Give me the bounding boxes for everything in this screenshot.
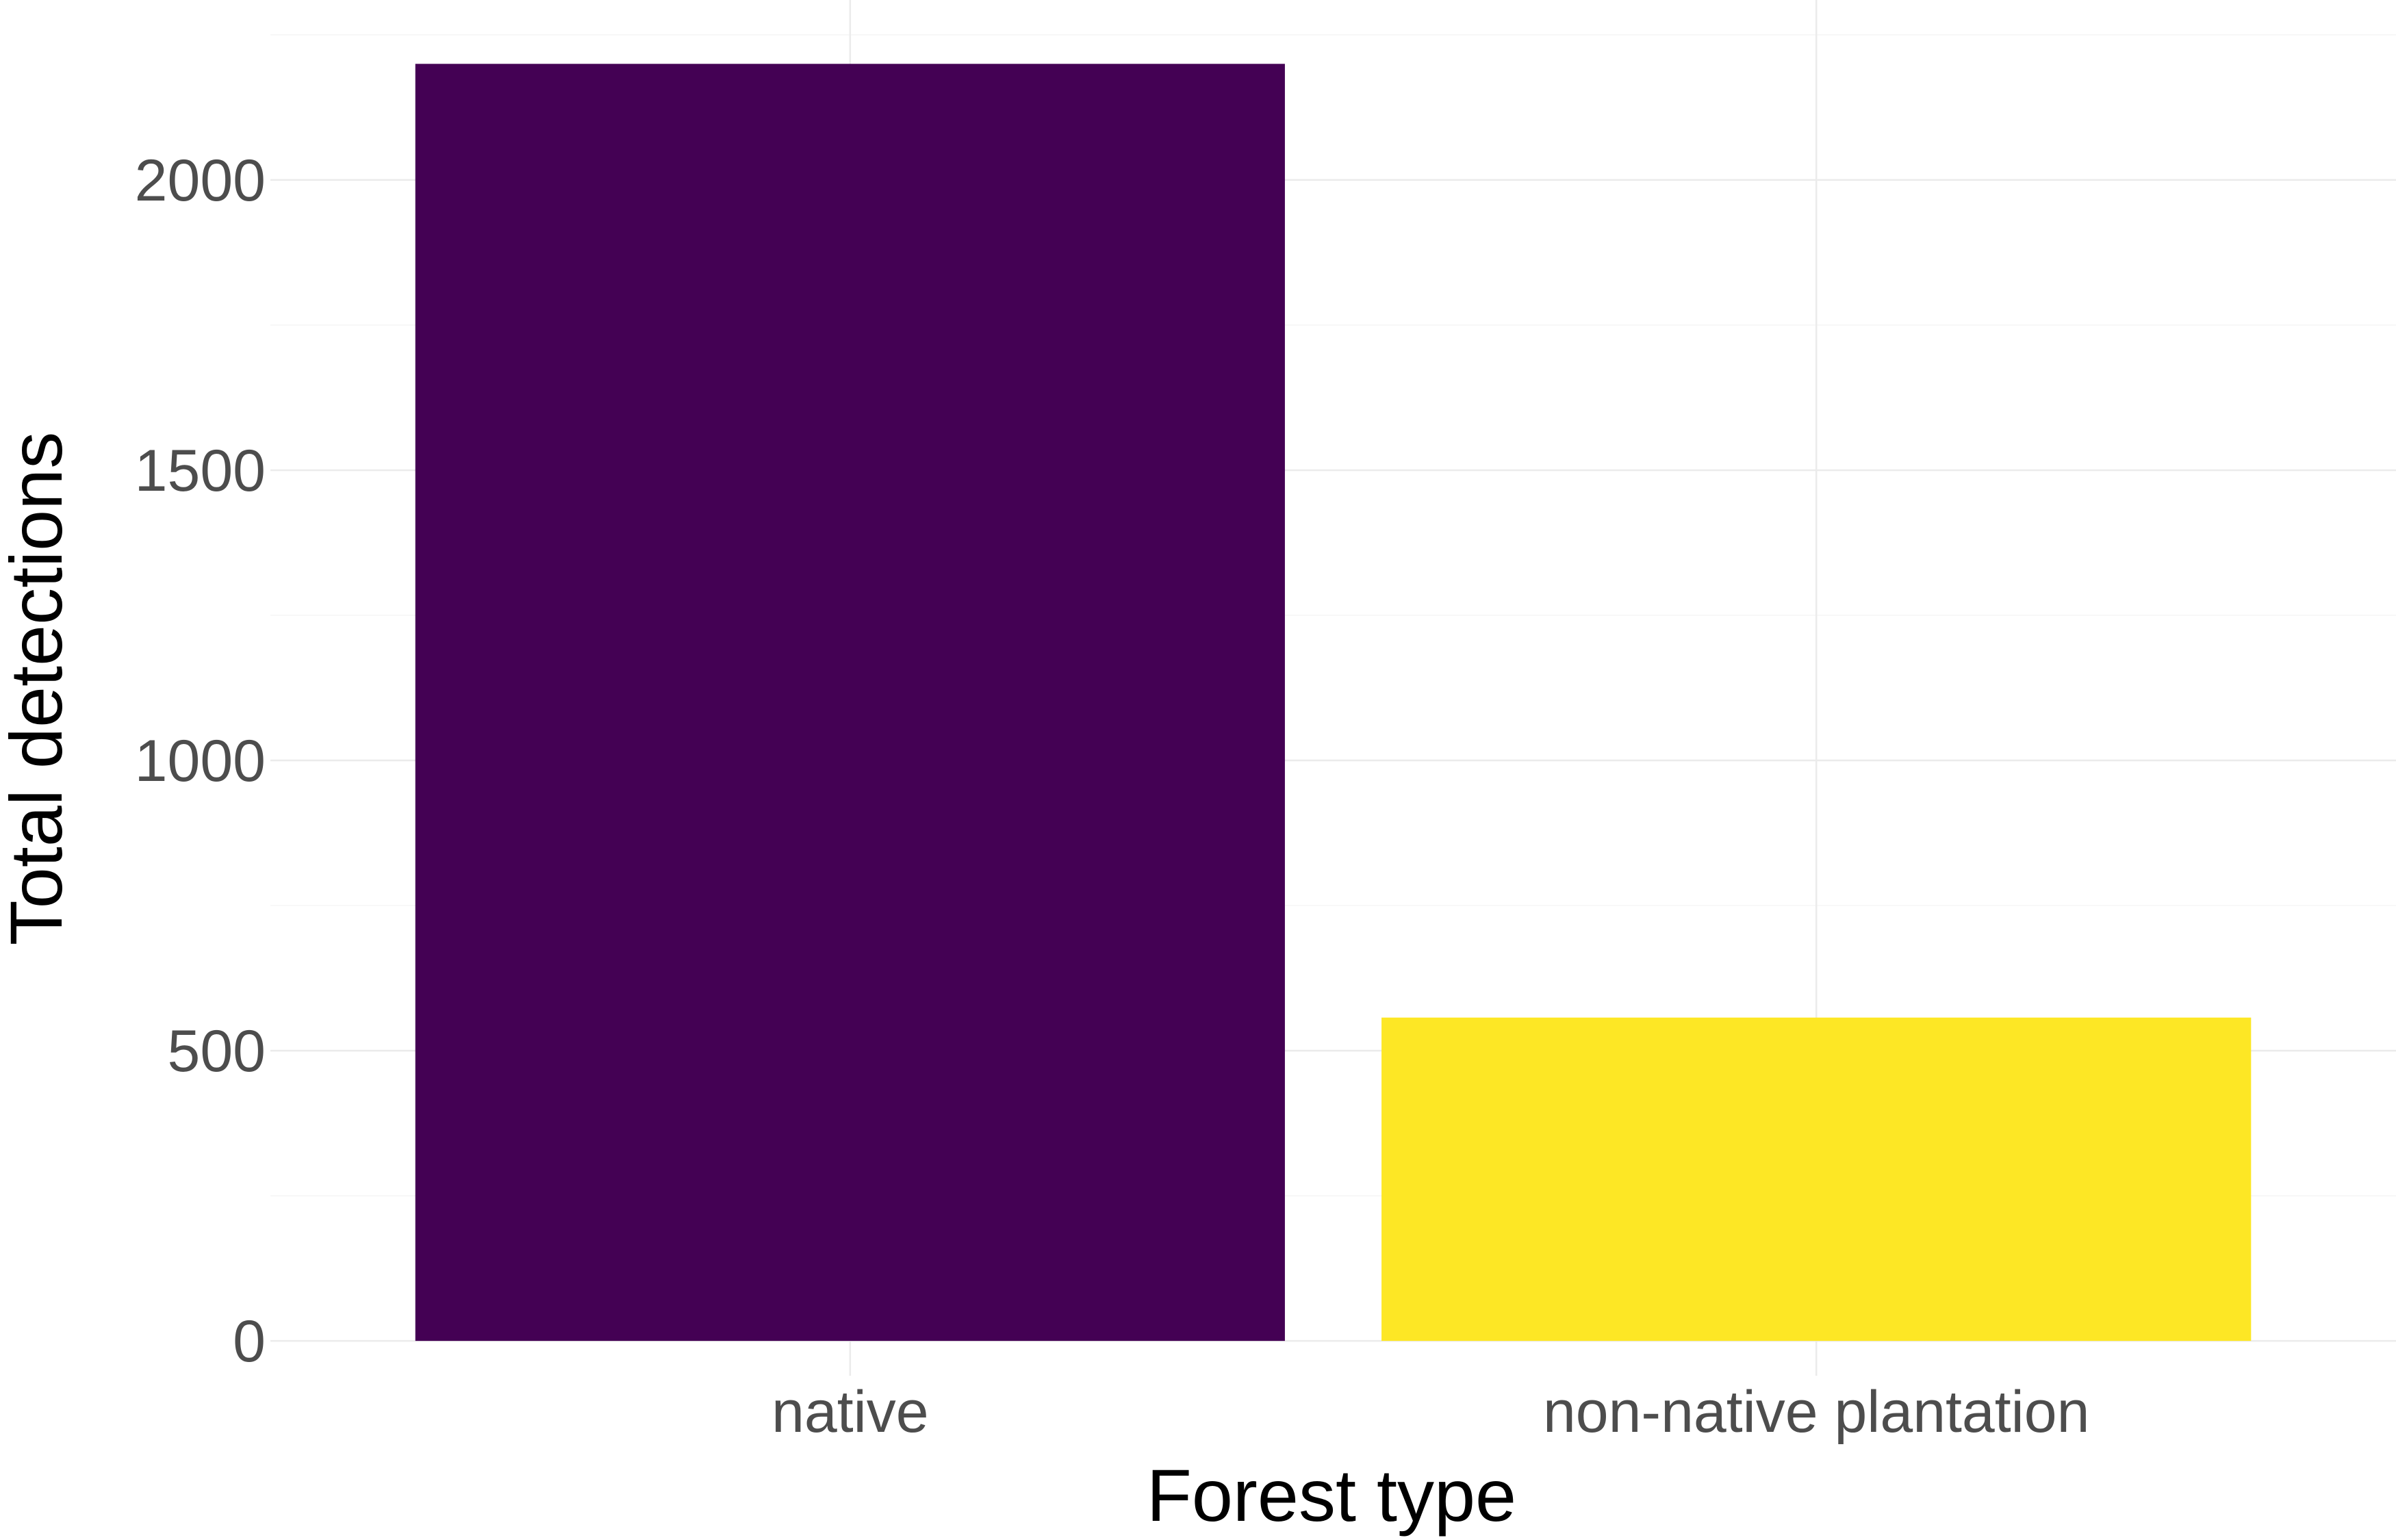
x-tick-label: native	[772, 1379, 929, 1445]
bar	[1381, 1017, 2252, 1342]
y-tick-labels: 0 500 1000 1500 2000	[135, 148, 266, 1374]
bar	[415, 64, 1285, 1342]
x-axis-title: Forest type	[1147, 1454, 1516, 1537]
y-tick-label: 1500	[135, 438, 266, 504]
y-tick-label: 2000	[135, 148, 266, 214]
y-tick-label: 1000	[135, 728, 266, 794]
y-tick-label: 500	[168, 1018, 266, 1084]
bars	[415, 64, 2252, 1342]
x-tick-labels: native non-native plantation	[772, 1379, 2089, 1445]
y-axis-title: Total detections	[0, 432, 77, 945]
y-tick-label: 0	[233, 1309, 266, 1374]
x-tick-label: non-native plantation	[1543, 1379, 2089, 1445]
